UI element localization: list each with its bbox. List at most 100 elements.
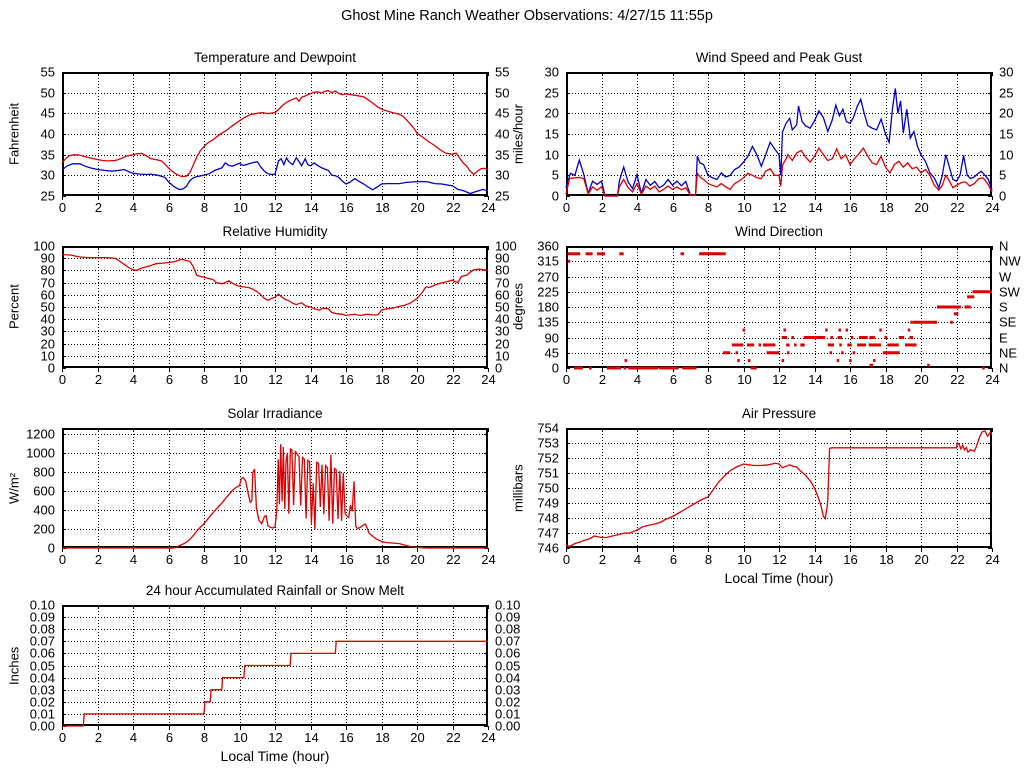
svg-text:60: 60	[495, 288, 509, 303]
svg-text:10: 10	[233, 200, 247, 215]
x-axis-label: Local Time (hour)	[724, 570, 834, 586]
chart-title: Relative Humidity	[222, 224, 328, 239]
svg-text:45: 45	[41, 106, 55, 121]
svg-text:70: 70	[41, 276, 55, 291]
svg-text:0.07: 0.07	[495, 634, 520, 649]
svg-text:12: 12	[268, 730, 282, 745]
svg-text:14: 14	[808, 552, 822, 567]
svg-text:747: 747	[537, 526, 559, 541]
y-axis-label: Fahrenheit	[6, 102, 22, 166]
svg-text:5: 5	[552, 168, 559, 183]
series-rainfall	[62, 640, 488, 727]
svg-text:0: 0	[563, 552, 570, 567]
svg-text:NW: NW	[999, 254, 1021, 269]
svg-text:16: 16	[339, 372, 353, 387]
svg-text:15: 15	[999, 127, 1013, 142]
chart-solar-irradiance: Solar Irradiance W/m² 0 2 4 6 8 10 12 14 16 18 20 2…	[7, 406, 496, 568]
svg-text:4: 4	[130, 372, 137, 387]
svg-text:0.06: 0.06	[495, 646, 520, 661]
svg-text:0: 0	[552, 361, 559, 376]
svg-text:24: 24	[481, 552, 495, 567]
svg-text:E: E	[999, 331, 1008, 346]
svg-text:6: 6	[166, 730, 173, 745]
series-dewpoint	[61, 156, 489, 195]
svg-text:10: 10	[233, 730, 247, 745]
svg-text:14: 14	[808, 200, 822, 215]
svg-text:SW: SW	[999, 285, 1021, 300]
svg-text:2: 2	[95, 552, 102, 567]
svg-text:315: 315	[537, 254, 559, 269]
svg-text:10: 10	[999, 148, 1013, 163]
svg-text:0.01: 0.01	[495, 707, 520, 722]
svg-text:270: 270	[537, 270, 559, 285]
svg-text:4: 4	[130, 200, 137, 215]
svg-text:40: 40	[41, 312, 55, 327]
svg-text:800: 800	[33, 465, 55, 480]
svg-text:6: 6	[670, 200, 677, 215]
svg-text:200: 200	[33, 522, 55, 537]
svg-text:0.08: 0.08	[30, 622, 55, 637]
svg-text:225: 225	[537, 285, 559, 300]
svg-text:180: 180	[537, 300, 559, 315]
svg-text:600: 600	[33, 484, 55, 499]
svg-text:6: 6	[166, 200, 173, 215]
svg-text:0: 0	[563, 200, 570, 215]
series-humidity	[61, 253, 489, 317]
svg-text:100: 100	[33, 239, 55, 254]
svg-text:35: 35	[495, 148, 509, 163]
svg-text:18: 18	[375, 200, 389, 215]
svg-text:30: 30	[999, 65, 1013, 80]
svg-text:16: 16	[843, 372, 857, 387]
svg-text:0.10: 0.10	[30, 598, 55, 613]
svg-text:20: 20	[914, 200, 928, 215]
svg-text:40: 40	[41, 127, 55, 142]
svg-text:753: 753	[537, 436, 559, 451]
svg-text:360: 360	[537, 239, 559, 254]
svg-text:0.03: 0.03	[30, 683, 55, 698]
svg-text:0.00: 0.00	[495, 719, 520, 734]
svg-text:10: 10	[495, 349, 509, 364]
svg-text:SE: SE	[999, 315, 1017, 330]
plot-area: 0 2 4 6 8 10 12 14 16 18 20 22 240200400600800100012…	[26, 427, 496, 568]
svg-text:S: S	[999, 300, 1008, 315]
svg-text:0: 0	[563, 372, 570, 387]
svg-text:12: 12	[268, 552, 282, 567]
chart-title: Temperature and Dewpoint	[193, 50, 357, 65]
svg-text:22: 22	[446, 552, 460, 567]
svg-text:80: 80	[41, 263, 55, 278]
svg-text:25: 25	[41, 189, 55, 204]
chart-title: Solar Irradiance	[227, 406, 323, 421]
svg-text:16: 16	[843, 200, 857, 215]
svg-text:751: 751	[537, 466, 559, 481]
svg-text:8: 8	[705, 552, 712, 567]
svg-text:14: 14	[808, 372, 822, 387]
svg-text:10: 10	[737, 372, 751, 387]
svg-text:20: 20	[999, 106, 1013, 121]
svg-text:40: 40	[495, 312, 509, 327]
svg-text:0: 0	[59, 372, 66, 387]
chart-accumulated-rainfall: 24 hour Accumulated Rainfall or Snow Mel…	[7, 583, 521, 764]
chart-title: Air Pressure	[741, 406, 817, 421]
svg-text:22: 22	[446, 372, 460, 387]
svg-text:18: 18	[879, 372, 893, 387]
svg-text:80: 80	[495, 263, 509, 278]
svg-text:30: 30	[41, 168, 55, 183]
svg-text:2: 2	[95, 372, 102, 387]
svg-text:0: 0	[552, 189, 559, 204]
svg-text:4: 4	[634, 552, 641, 567]
svg-text:22: 22	[950, 552, 964, 567]
svg-text:0.02: 0.02	[30, 695, 55, 710]
svg-text:10: 10	[737, 200, 751, 215]
svg-text:748: 748	[537, 511, 559, 526]
svg-text:16: 16	[339, 730, 353, 745]
svg-text:14: 14	[304, 552, 318, 567]
chart-wind-direction: Wind Direction degrees 0 2 4 6 8 10 12 14 16 18 20…	[511, 224, 1022, 388]
svg-text:24: 24	[481, 200, 495, 215]
svg-text:6: 6	[670, 372, 677, 387]
svg-text:0.00: 0.00	[30, 719, 55, 734]
svg-text:30: 30	[41, 324, 55, 339]
svg-text:0.04: 0.04	[30, 671, 55, 686]
svg-text:18: 18	[879, 552, 893, 567]
